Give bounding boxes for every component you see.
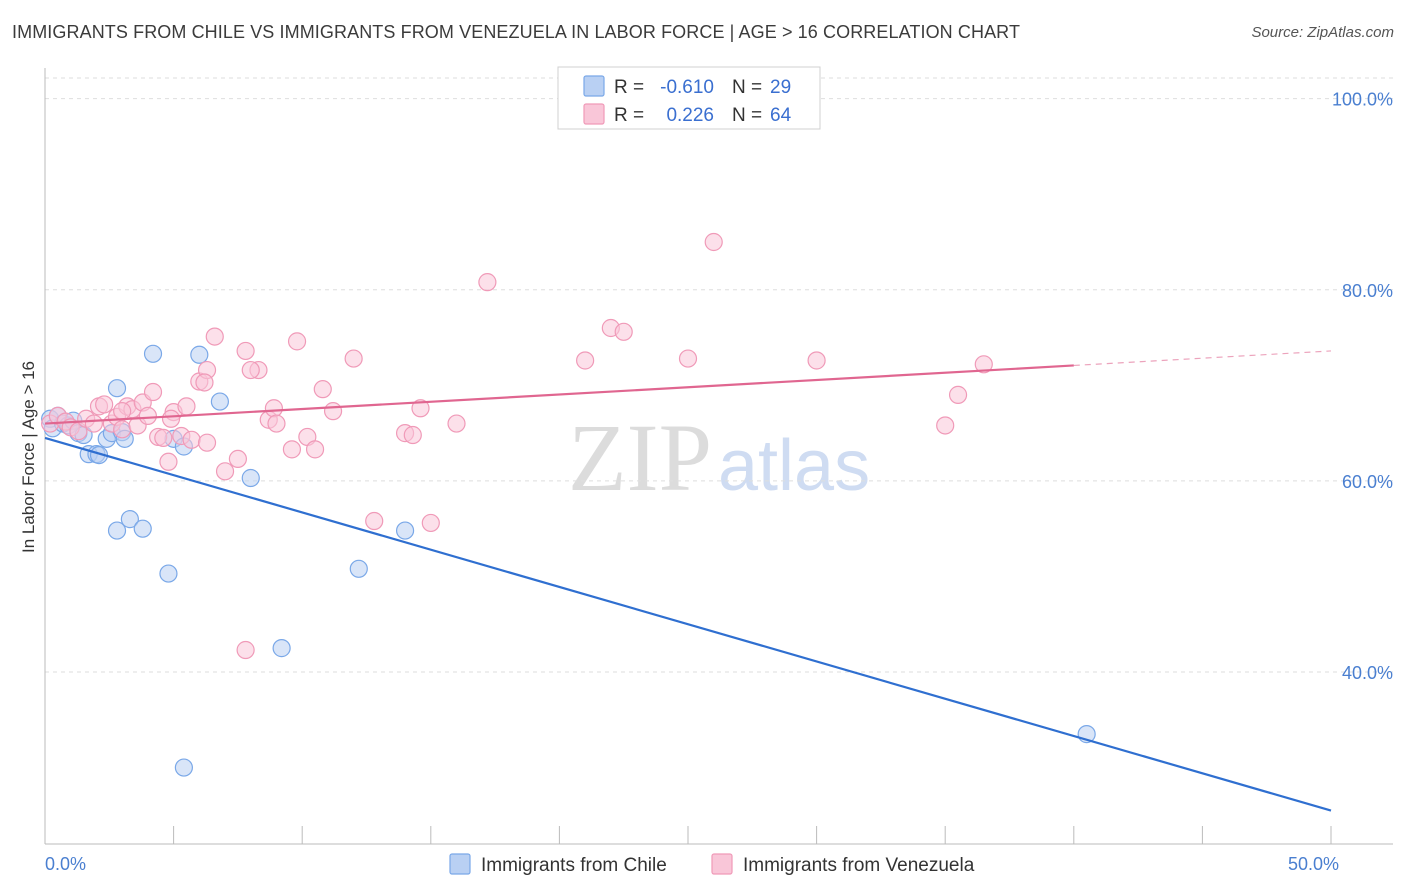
venezuela-point [313,380,332,399]
stats-r-label: R = [614,105,644,126]
venezuela-point [228,449,247,469]
venezuela-point [84,414,103,433]
chile-point [190,345,209,364]
venezuela-point [236,341,255,361]
venezuela-point [264,399,284,418]
stats-r-value: -0.610 [660,77,714,98]
chile-point [272,639,291,658]
stats-legend-swatch [583,103,605,125]
venezuela-point [113,420,132,439]
watermark-zip: ZIP [568,404,712,511]
venezuela-point [678,349,698,368]
venezuela-point [936,416,955,435]
x-tick-label: 0.0% [45,854,86,874]
stats-r-value: 0.226 [666,105,714,126]
chile-point [241,468,260,488]
venezuela-trend-line [44,364,1074,425]
venezuela-point [182,430,201,449]
chile-point [159,564,178,583]
y-tick-label: 40.0% [1342,663,1393,683]
venezuela-point [215,462,235,481]
venezuela-point [197,433,217,452]
chile-point [120,510,139,529]
venezuela-point [478,273,497,292]
stats-n-label: N = [732,77,762,98]
venezuela-point [305,440,325,459]
venezuela-point [421,513,440,533]
stats-r-label: R = [614,77,644,98]
venezuela-point [948,385,968,404]
venezuela-point [344,349,363,368]
venezuela-point [236,640,255,660]
venezuela-point [195,373,214,392]
venezuela-trend-line-extension [1073,350,1332,367]
chile-point [143,344,163,363]
chile-point [174,758,193,777]
venezuela-point [403,425,422,445]
y-tick-label: 80.0% [1342,281,1393,301]
watermark-atlas: atlas [718,426,870,506]
venezuela-point [365,511,384,531]
legend-label: Immigrants from Chile [481,855,667,876]
stats-n-value: 64 [770,105,792,126]
venezuela-point [974,355,993,374]
y-tick-label: 60.0% [1342,472,1393,492]
venezuela-point [704,232,723,252]
venezuela-point [161,409,181,428]
chile-point [107,379,127,398]
venezuela-point [154,428,173,447]
venezuela-point [143,382,163,402]
x-tick-label: 50.0% [1288,854,1339,874]
venezuela-point [411,399,430,418]
stats-legend-swatch [583,75,605,97]
venezuela-point [113,402,132,421]
chile-point [107,521,127,540]
stats-n-value: 29 [770,77,791,98]
venezuela-point [138,406,157,426]
venezuela-point [267,414,286,433]
venezuela-point [447,414,466,433]
venezuela-point [323,402,343,421]
y-axis-label: In Labor Force | Age > 16 [19,361,38,553]
chart-title: IMMIGRANTS FROM CHILE VS IMMIGRANTS FROM… [12,22,1021,42]
venezuela-point [576,351,595,370]
chile-point [133,519,152,538]
venezuela-point [95,395,114,414]
venezuela-point [159,452,178,471]
venezuela-point [241,360,260,380]
chile-point [395,521,415,540]
venezuela-point [807,351,826,370]
venezuela-point [287,332,307,351]
chile-trend-line [44,436,1332,812]
legend-label: Immigrants from Venezuela [743,855,975,876]
venezuela-point [205,327,224,346]
source-label: Source: ZipAtlas.com [1251,24,1394,41]
legend-swatch [449,853,471,875]
stats-n-label: N = [732,105,762,126]
y-tick-label: 100.0% [1332,90,1393,110]
venezuela-point [177,397,196,416]
legend-swatch [711,853,733,875]
chile-point [210,392,229,411]
venezuela-point [614,322,633,341]
venezuela-point [282,440,302,459]
chile-point [349,559,368,578]
